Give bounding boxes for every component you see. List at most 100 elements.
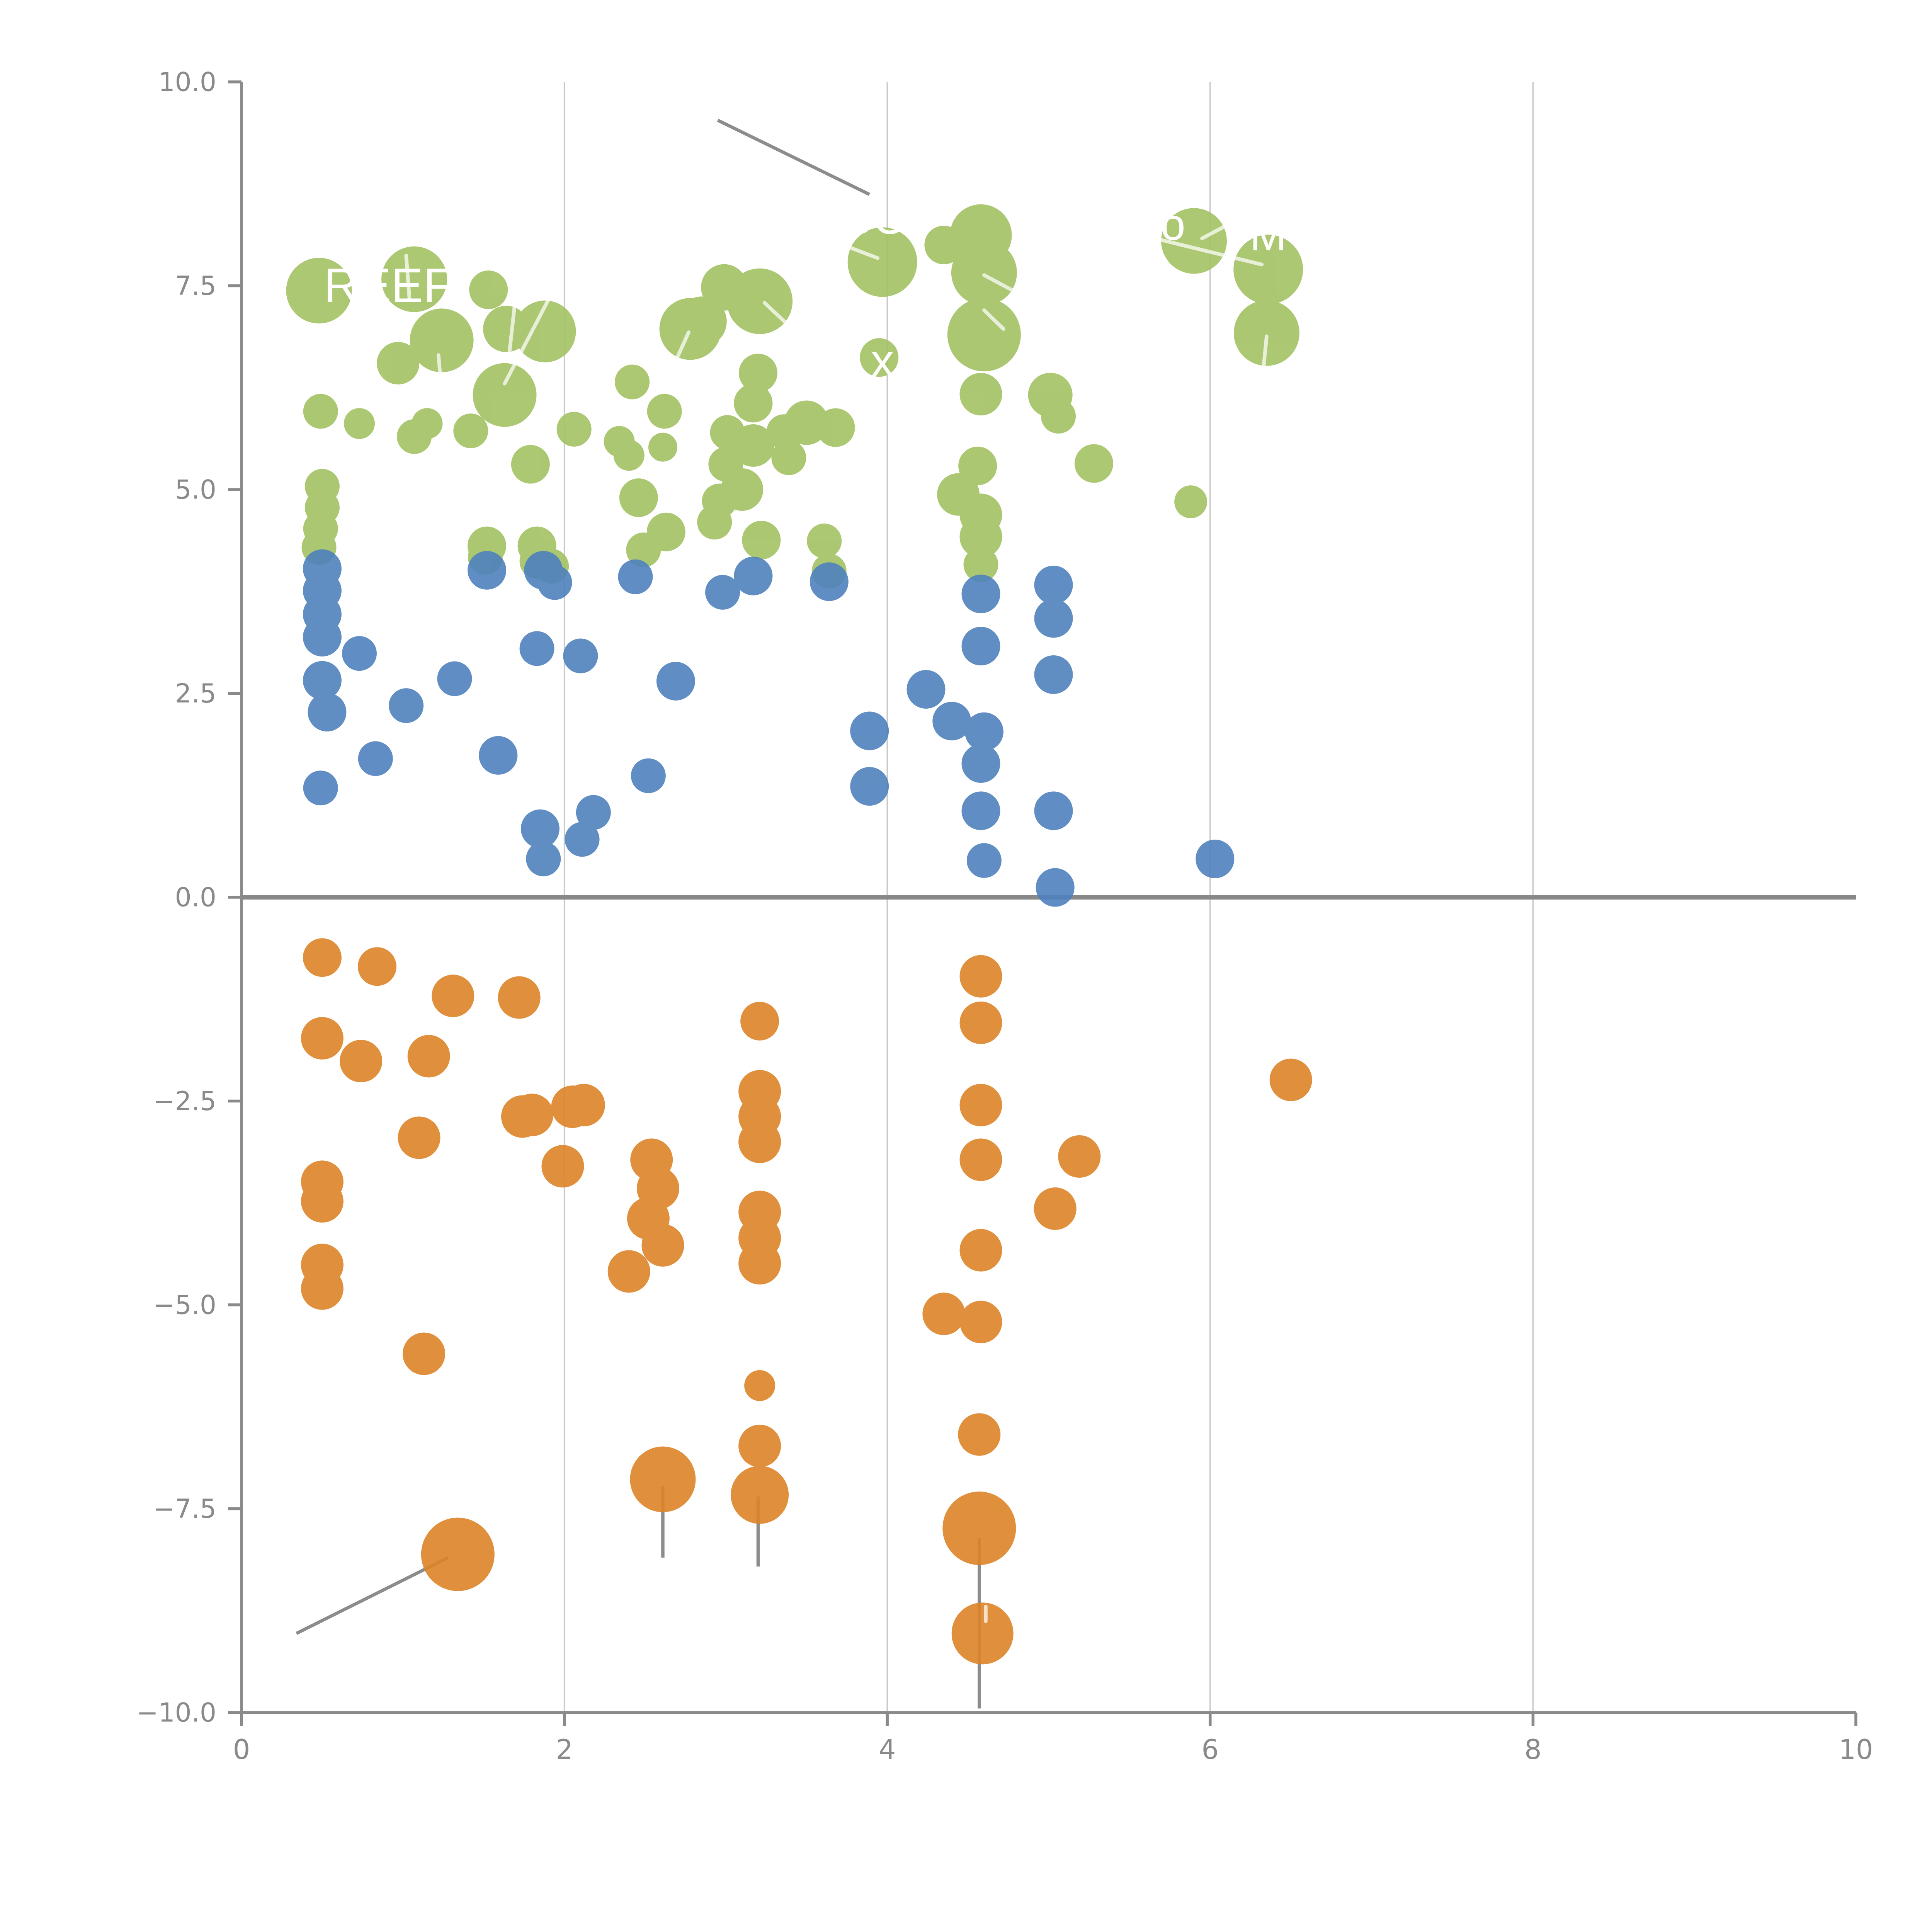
bubble-labels-layer: REEF SU x o M — [324, 190, 1287, 387]
green-cluster-bubble — [771, 440, 806, 475]
orange-cluster-bubble — [301, 1017, 344, 1060]
blue-cluster-bubble — [656, 662, 695, 701]
orange-cluster-bubble — [301, 1267, 344, 1310]
white-leader-line-6 — [850, 246, 879, 260]
orange-cluster-bubble — [303, 938, 342, 977]
green-cluster-bubble — [847, 227, 917, 297]
orange-cluster-bubble — [731, 1466, 789, 1524]
green-cluster-bubble — [963, 547, 998, 582]
green-cluster-bubble — [381, 246, 447, 312]
blue-cluster-bubble — [303, 770, 338, 806]
blue-cluster-bubble — [479, 736, 518, 775]
x-tick-label-8: 8 — [1524, 1734, 1542, 1765]
blue-cluster-group — [303, 549, 1235, 907]
white-leader-line-5 — [762, 301, 789, 326]
y-tick-label-−10.0: −10.0 — [136, 1697, 216, 1728]
green-cluster-bubble — [807, 523, 842, 558]
green-cluster-bubble — [453, 413, 488, 449]
orange-cluster-bubble — [959, 1301, 1002, 1344]
blue-cluster-bubble — [303, 617, 342, 656]
orange-cluster-bubble — [922, 1293, 965, 1335]
green-cluster-bubble — [619, 478, 658, 517]
orange-cluster-bubble — [541, 1145, 584, 1188]
bubble-label-x: x — [871, 335, 894, 387]
blue-cluster-bubble — [964, 712, 1003, 751]
orange-cluster-bubble — [959, 1229, 1002, 1272]
green-cluster-bubble — [1161, 208, 1227, 274]
blue-cluster-bubble — [520, 809, 560, 848]
white-leader-line-1 — [436, 353, 449, 449]
green-cluster-bubble — [734, 384, 773, 423]
green-cluster-bubble — [286, 258, 352, 324]
bubbles-layer — [286, 204, 1312, 1665]
white-leader-line-0 — [404, 253, 412, 300]
orange-cluster-bubble — [744, 1370, 776, 1401]
orange-cluster-bubble — [958, 1413, 1001, 1456]
orange-cluster-bubble — [959, 1138, 1002, 1181]
blue-cluster-bubble — [734, 556, 773, 595]
orange-cluster-bubble — [357, 947, 396, 986]
green-cluster-bubble — [469, 270, 508, 310]
blue-cluster-bubble — [1196, 839, 1235, 878]
orange-cluster-bubble — [959, 955, 1002, 998]
blue-cluster-bubble — [1034, 565, 1073, 604]
label-leader-line-0 — [717, 119, 871, 196]
orange-cluster-bubble — [340, 1040, 383, 1083]
x-tick-label-2: 2 — [556, 1734, 573, 1765]
orange-cluster-bubble — [301, 1180, 344, 1223]
blue-cluster-bubble — [437, 661, 472, 696]
label-leader-line-1 — [296, 1556, 449, 1635]
y-tick-label-−7.5: −7.5 — [153, 1493, 216, 1524]
orange-cluster-bubble — [1269, 1058, 1312, 1101]
blue-cluster-bubble — [519, 631, 554, 666]
orange-cluster-bubble — [498, 976, 541, 1019]
y-tick-label-0.0: 0.0 — [175, 882, 216, 913]
orange-cluster-bubble — [959, 1084, 1002, 1127]
blue-cluster-bubble — [565, 822, 600, 857]
blue-cluster-bubble — [342, 636, 377, 671]
blue-cluster-bubble — [961, 744, 1000, 783]
green-cluster-bubble — [951, 240, 1017, 306]
orange-cluster-bubble — [398, 1116, 440, 1159]
white-overlays-layer — [404, 222, 1269, 1623]
blue-cluster-bubble — [358, 741, 393, 776]
blue-cluster-bubble — [308, 693, 347, 732]
orange-cluster-bubble — [942, 1492, 1016, 1565]
green-cluster-bubble — [377, 342, 420, 384]
blue-cluster-bubble — [631, 758, 666, 793]
green-cluster-bubble — [344, 408, 375, 439]
blue-cluster-bubble — [526, 841, 561, 876]
blue-cluster-bubble — [1034, 599, 1073, 638]
white-leader-line-3 — [503, 292, 553, 386]
green-cluster-bubble — [410, 308, 474, 372]
green-cluster-bubble — [742, 520, 781, 560]
blue-cluster-bubble — [850, 711, 889, 750]
orange-cluster-bubble — [562, 1084, 605, 1127]
blue-cluster-bubble — [906, 670, 946, 709]
orange-cluster-group — [301, 938, 1312, 1665]
orange-cluster-bubble — [959, 1001, 1002, 1044]
green-cluster-bubble — [613, 440, 645, 471]
green-cluster-bubble — [727, 268, 793, 334]
green-cluster-bubble — [947, 298, 1021, 372]
x-tick-label-10: 10 — [1838, 1734, 1873, 1765]
blue-cluster-bubble — [961, 575, 1000, 614]
green-cluster-bubble — [1041, 399, 1076, 434]
x-tick-label-0: 0 — [233, 1734, 250, 1765]
white-leader-line-11 — [1261, 334, 1269, 371]
orange-cluster-bubble — [738, 1121, 781, 1163]
tick-labels-layer: 10.0 7.5 5.0 2.5 0.0 −2.5 −5.0 −7.5 −10.0 0 2 4 6 8 10 — [136, 67, 1873, 1766]
orange-cluster-bubble — [1058, 1135, 1101, 1178]
orange-cluster-bubble — [607, 1250, 650, 1293]
orange-cluster-bubble — [738, 1242, 781, 1285]
white-leader-line-9 — [1156, 237, 1264, 267]
y-tick-label-−5.0: −5.0 — [153, 1290, 216, 1320]
blue-cluster-bubble — [966, 843, 1002, 878]
y-tick-label-2.5: 2.5 — [175, 678, 216, 709]
green-cluster-bubble — [397, 419, 432, 454]
bubble-label-m: M — [1250, 211, 1287, 260]
bubble-label-reef: REEF — [324, 259, 452, 313]
green-cluster-bubble — [1074, 444, 1113, 483]
green-cluster-bubble — [1234, 300, 1300, 366]
